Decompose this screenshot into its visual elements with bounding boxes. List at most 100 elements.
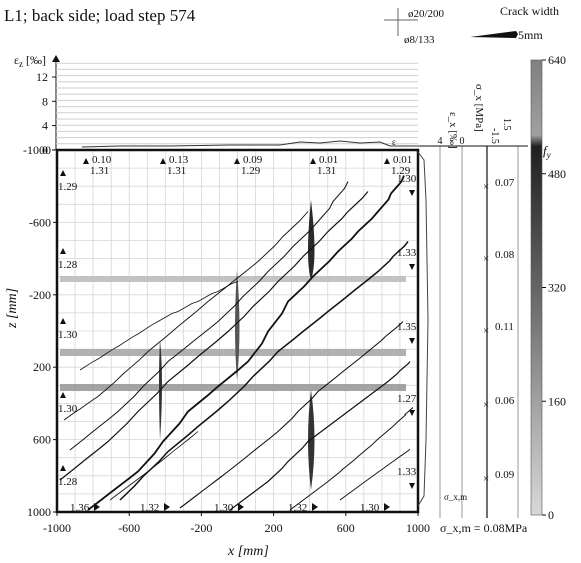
bottom-arrow [238, 503, 244, 511]
right-value: 1.33 [397, 466, 417, 478]
colorbar-label: fy [543, 143, 551, 160]
crack-line [63, 211, 309, 421]
bottom-arrow [94, 503, 100, 511]
crack-line [109, 431, 199, 501]
crack-line [69, 181, 349, 451]
panel-border [55, 148, 420, 514]
bottom-value: 1.30 [360, 502, 380, 514]
right-strips: ε_x [‰] σ_x [MPa] 4 0 -1.51.5 × 0.07 × 0.08 × 0… [417, 84, 528, 535]
bottom-arrow [312, 503, 318, 511]
sigma-tick: -1.5 [489, 128, 500, 144]
top-value-a: 0.01 [393, 154, 412, 166]
right-arrow [409, 190, 415, 196]
sigma-value: 0.11 [495, 321, 514, 333]
right-value: 1.30 [397, 173, 417, 185]
sigma-values: × 0.07 × 0.08 × 0.11 × 0.06 × 0.09 [483, 177, 515, 485]
bottom-arrow [164, 503, 170, 511]
top-value-a: 0.10 [92, 154, 112, 166]
x-axis: -1000 -600 -200 200 600 1000 x [mm] [43, 512, 430, 559]
legend-rebar-z: ø8/133 [404, 34, 435, 46]
top-value-b: 1.31 [167, 165, 186, 177]
x-tick-label: -600 [118, 521, 140, 535]
legend: ø20/200 ø8/133 Crack width 5mm [384, 4, 559, 46]
legend-crack-wedge [470, 31, 518, 38]
colorbar: 640 480 320 160 0 fy [530, 53, 566, 522]
top-arrow [234, 158, 240, 164]
left-arrow [60, 465, 66, 471]
colorbar-gradient [530, 59, 543, 516]
eps-z-tick-label: 4 [42, 119, 48, 133]
top-value-b: 1.29 [391, 165, 411, 177]
sigma-value: 0.08 [495, 249, 515, 261]
eps-z-strip: εz [‰] 12 8 4 0 [14, 53, 418, 157]
colorbar-tick-label: 0 [548, 508, 554, 522]
top-value-a: 0.01 [319, 154, 338, 166]
left-arrow [60, 170, 66, 176]
top-arrow [384, 158, 390, 164]
eps-z-profile [81, 140, 420, 148]
left-value: 1.29 [58, 181, 78, 193]
z-tick-label: 600 [33, 433, 51, 447]
right-value: 1.27 [397, 393, 417, 405]
eps-z-tick-label: 12 [36, 70, 48, 84]
crack-lines [59, 175, 414, 511]
top-arrow [160, 158, 166, 164]
z-tick-label: 200 [33, 360, 51, 374]
top-values: 0.101.310.131.310.091.290.011.310.011.29 [83, 154, 412, 177]
bottom-value: 1.30 [214, 502, 234, 514]
z-tick-label: -200 [29, 288, 51, 302]
left-value: 1.28 [58, 259, 78, 271]
top-value-b: 1.29 [241, 165, 261, 177]
sigma-value: 0.07 [495, 177, 515, 189]
bottom-value: 1.32 [288, 502, 307, 514]
crack-line [87, 175, 405, 511]
eps-z-tick-label: 0 [42, 143, 48, 157]
right-arrow [409, 483, 415, 489]
left-values: 1.29 1.28 1.30 1.30 1.28 [58, 170, 78, 488]
eps-z-axis-label: εz [‰] [14, 53, 46, 69]
left-value: 1.30 [58, 403, 78, 415]
sigma-xm-axis-label: σ_x,m [444, 492, 467, 502]
legend-rebar-x: ø20/200 [408, 8, 445, 20]
eps-x-profile [417, 151, 429, 507]
eps-x-tick: 0 [460, 136, 465, 147]
legend-crack-width-value: 5mm [518, 28, 543, 42]
sigma-tick: 1.5 [501, 118, 512, 131]
x-tick-label: 600 [337, 521, 355, 535]
bottom-value: 1.32 [140, 502, 159, 514]
x-tick-label: -1000 [43, 521, 71, 535]
crack-line [339, 449, 411, 501]
left-value: 1.30 [58, 329, 78, 341]
colorbar-tick-label: 640 [548, 53, 566, 67]
right-values: 1.30 1.33 1.35 1.27 1.33 [397, 173, 417, 489]
right-arrow [409, 264, 415, 270]
z-tick-label: -1000 [23, 143, 51, 157]
eps-marker: ε [392, 137, 396, 147]
crack-line [119, 241, 409, 501]
z-axis: -1000 -600 -200 200 600 1000 z [mm] [5, 143, 57, 519]
eps-z-tick-label: 8 [42, 94, 48, 108]
eps-x-tick: 4 [438, 136, 443, 147]
crack-line [179, 321, 404, 509]
left-arrow [60, 318, 66, 324]
rebar-band-top [60, 276, 406, 282]
sigma-x-marker: × [483, 253, 489, 265]
top-value-a: 0.13 [169, 154, 189, 166]
crack-line [79, 281, 239, 371]
x-tick-label: 200 [265, 521, 283, 535]
rebar-stress-vertical-3 [308, 200, 315, 280]
left-arrow [60, 392, 66, 398]
x-tick-label: 1000 [406, 521, 430, 535]
top-arrow [83, 158, 89, 164]
sigma-x-marker: × [483, 181, 489, 193]
x-axis-label: x [mm] [227, 544, 269, 559]
sigma-value: 0.06 [495, 395, 515, 407]
sigma-label: σ_x [MPa] [473, 84, 485, 132]
right-arrow [409, 410, 415, 416]
rebar-band-middle [60, 349, 406, 356]
sigma-x-marker: × [483, 325, 489, 337]
top-value-b: 1.31 [90, 165, 109, 177]
right-value: 1.33 [397, 247, 417, 259]
right-arrow [409, 338, 415, 344]
